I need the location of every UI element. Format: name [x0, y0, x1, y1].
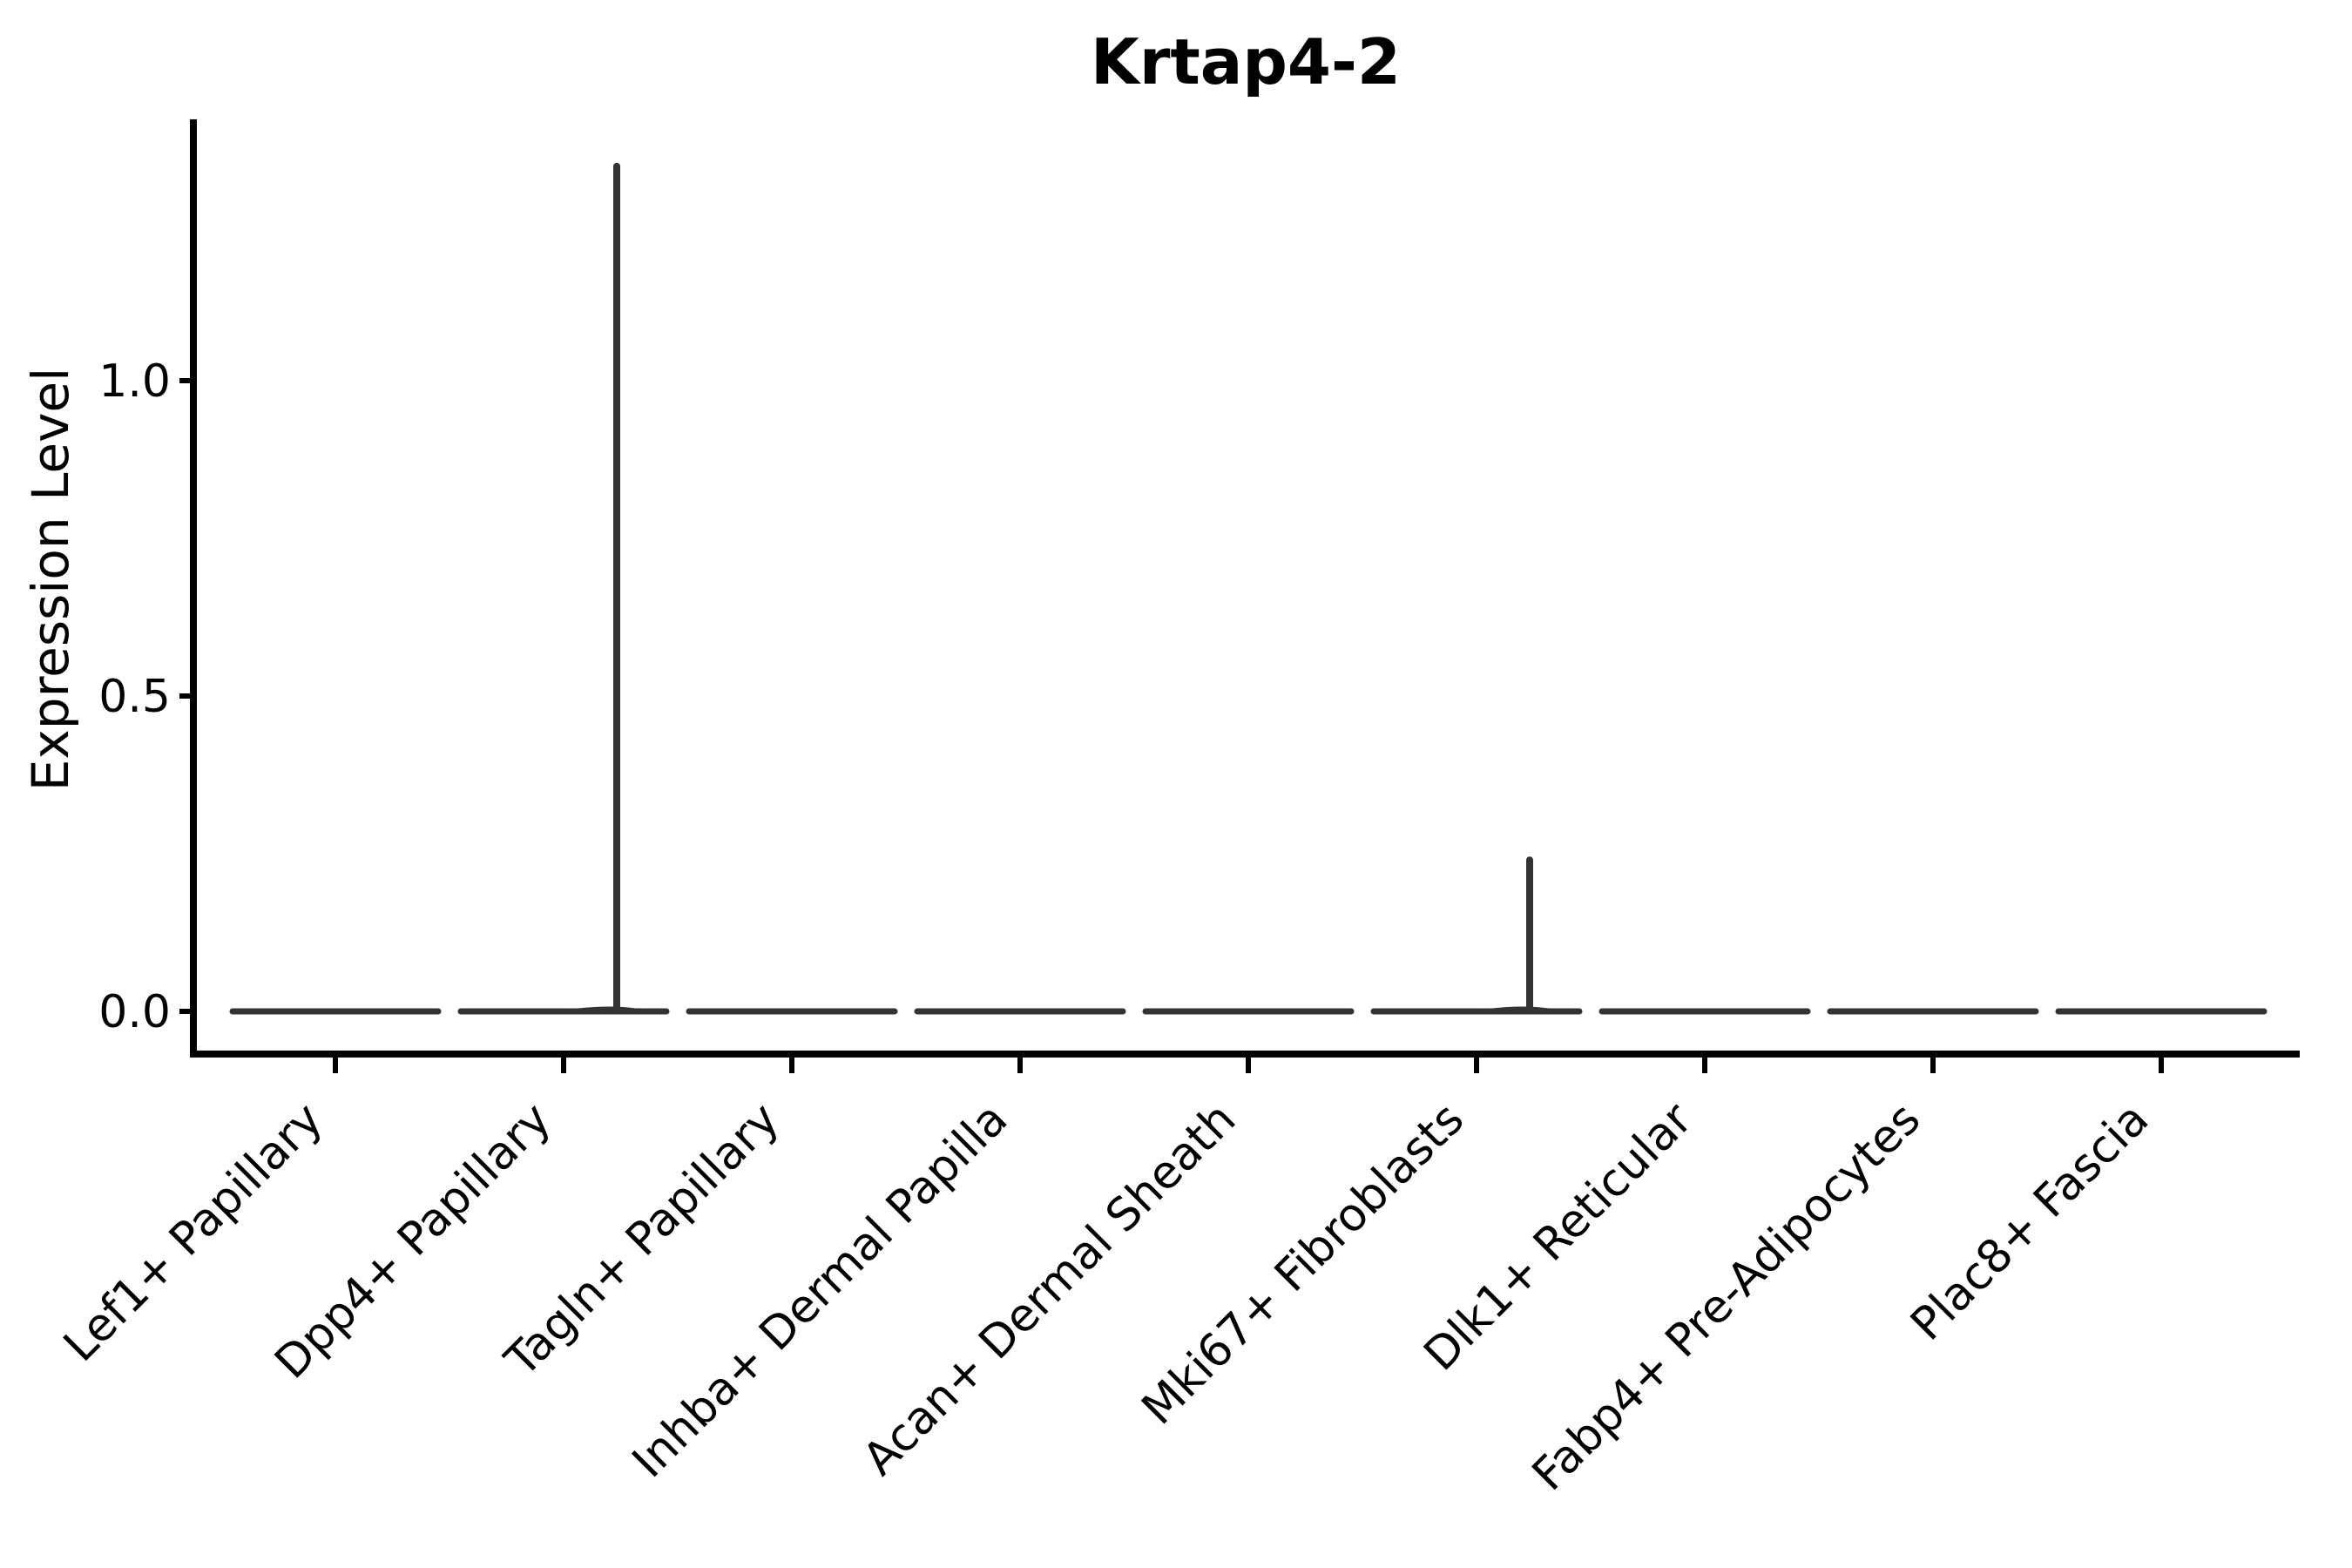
y-axis-label: Expression Level [21, 368, 80, 791]
x-tick-label: Inhba+ Dermal Papilla [623, 1093, 1017, 1488]
violin-base-bump [543, 1006, 660, 1014]
y-tick-layer: 0.0 0.5 1.0 [98, 355, 193, 1038]
x-tick-label: Plac8+ Fascia [1901, 1093, 2159, 1351]
x-tick-label: Fabp4+ Pre-Adipocytes [1523, 1093, 1930, 1501]
chart-title: Krtap4-2 [1091, 25, 1401, 98]
y-tick-label: 0.5 [98, 671, 171, 723]
violin-base-bump [1456, 1006, 1573, 1014]
x-tick-label: Acan+ Dermal Sheath [854, 1093, 1247, 1486]
violin-layer [229, 162, 2268, 1015]
y-tick-label: 1.0 [98, 355, 171, 408]
y-tick-label: 0.0 [98, 986, 171, 1038]
axes-layer [190, 119, 2300, 1058]
